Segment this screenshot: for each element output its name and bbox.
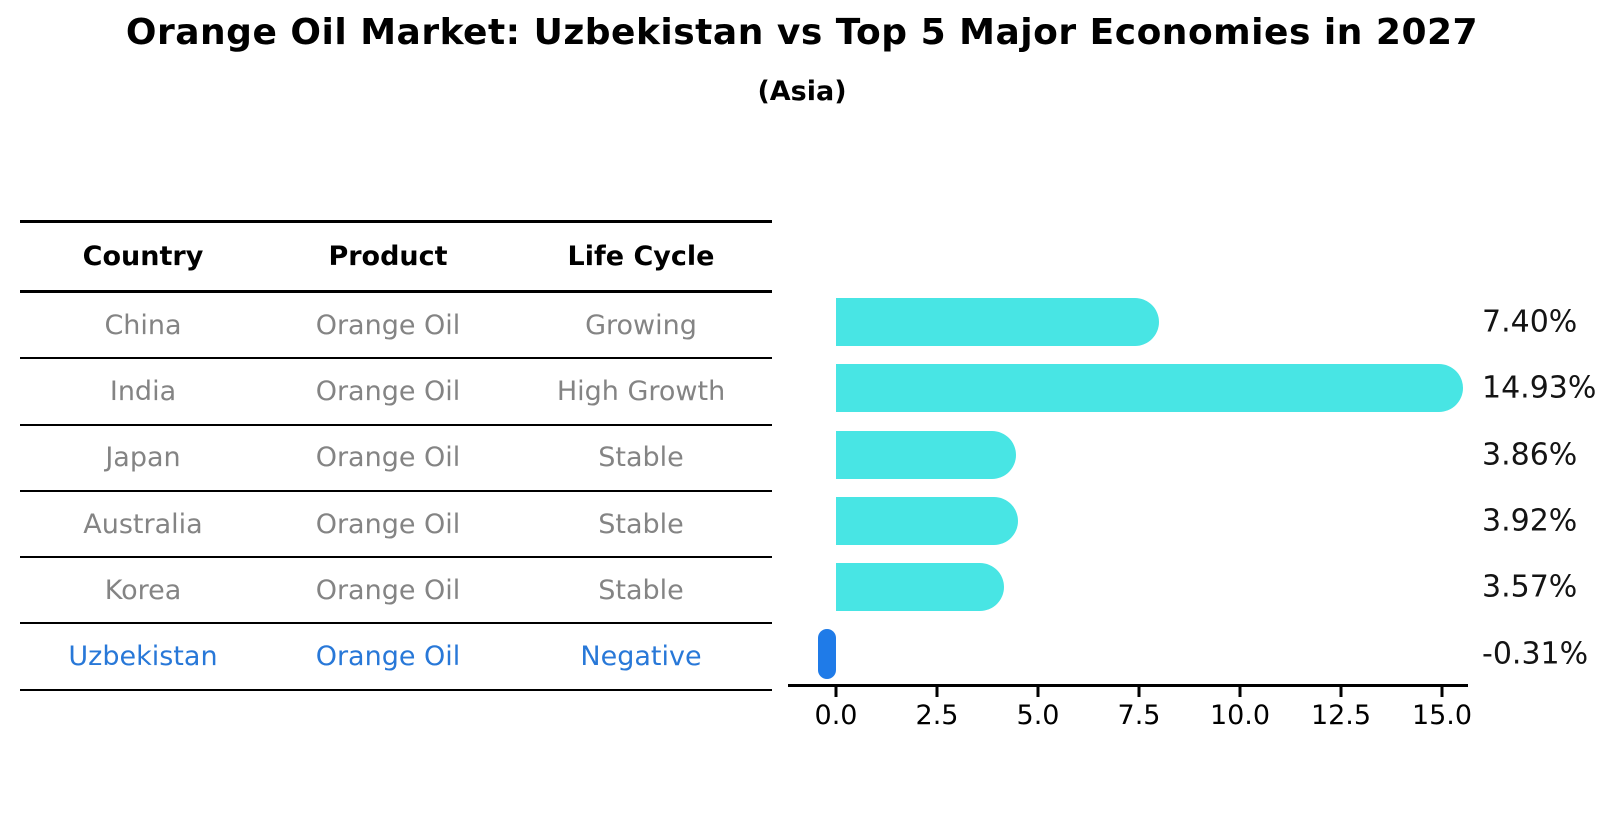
x-axis-line: [788, 684, 1468, 687]
cell-country: Australia: [83, 508, 203, 540]
x-tick-2.5: [935, 687, 939, 697]
bar-uzbekistan: [818, 628, 836, 679]
cell-country: China: [104, 309, 182, 341]
x-tick-7.5: [1137, 687, 1141, 697]
table-header-row: Country Product Life Cycle: [20, 223, 772, 293]
x-tick-5.0: [1036, 687, 1040, 697]
cell-life-cycle: Stable: [598, 442, 684, 474]
cell-product: Orange Oil: [315, 508, 461, 540]
x-tick-label-12.5: 12.5: [1310, 700, 1372, 731]
cell-life-cycle: Stable: [598, 508, 684, 540]
x-tick-0.0: [834, 687, 838, 697]
x-tick-label-7.5: 7.5: [1117, 700, 1161, 731]
x-tick-15.0: [1440, 687, 1444, 697]
x-tick-10.0: [1238, 687, 1242, 697]
chart-title: Orange Oil Market: Uzbekistan vs Top 5 M…: [125, 12, 1479, 53]
cell-country: India: [109, 375, 177, 407]
column-header-life-cycle: Life Cycle: [567, 241, 715, 272]
value-label-japan: 3.86%: [1482, 437, 1578, 473]
cell-life-cycle: High Growth: [556, 375, 726, 407]
x-tick-12.5: [1339, 687, 1343, 697]
value-label-australia: 3.92%: [1482, 503, 1578, 539]
cell-product: Orange Oil: [315, 375, 461, 407]
x-tick-label-10.0: 10.0: [1209, 700, 1271, 731]
x-tick-label-15.0: 15.0: [1411, 700, 1473, 731]
x-tick-label-5.0: 5.0: [1016, 700, 1060, 731]
cell-country: Uzbekistan: [68, 641, 218, 673]
cell-product: Orange Oil: [315, 574, 461, 606]
column-header-product: Product: [328, 241, 448, 272]
bar-japan: [836, 430, 1016, 479]
table-row-india: India Orange Oil High Growth: [20, 359, 772, 426]
table-row-australia: Australia Orange Oil Stable: [20, 492, 772, 559]
bar-china: [836, 298, 1159, 347]
cell-life-cycle: Stable: [598, 574, 684, 606]
cell-country: Japan: [105, 442, 181, 474]
cell-product: Orange Oil: [315, 309, 461, 341]
x-tick-label-0.0: 0.0: [814, 700, 858, 731]
value-label-china: 7.40%: [1482, 304, 1578, 340]
value-label-india: 14.93%: [1482, 370, 1597, 406]
bar-korea: [836, 563, 1005, 612]
cell-country: Korea: [104, 574, 182, 606]
chart-subtitle: (Asia): [757, 76, 847, 107]
bar-india: [836, 364, 1464, 413]
x-tick-label-2.5: 2.5: [915, 700, 959, 731]
table-row-china: China Orange Oil Growing: [20, 293, 772, 360]
table-row-japan: Japan Orange Oil Stable: [20, 426, 772, 492]
table-row-korea: Korea Orange Oil Stable: [20, 558, 772, 625]
column-header-country: Country: [82, 241, 204, 272]
cell-life-cycle: Growing: [585, 309, 697, 341]
table-row-uzbekistan: Uzbekistan Orange Oil Negative: [20, 624, 772, 691]
cell-product: Orange Oil: [315, 442, 461, 474]
value-label-korea: 3.57%: [1482, 569, 1578, 605]
table-body: China Orange Oil Growing India Orange Oil Hig…: [20, 293, 772, 691]
value-label-uzbekistan: -0.31%: [1482, 636, 1589, 672]
cell-life-cycle: Negative: [580, 641, 702, 673]
bar-australia: [836, 497, 1019, 546]
country-table: Country Product Life Cycle China Orange O…: [20, 220, 772, 691]
cell-product: Orange Oil: [315, 641, 461, 673]
